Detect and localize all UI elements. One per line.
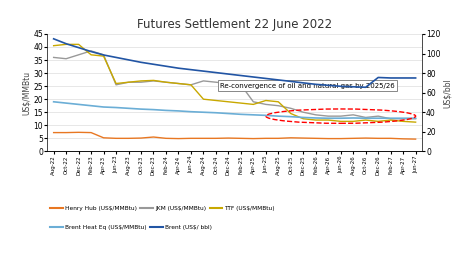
Legend: Brent Heat Eq (US$/MMBtu), Brent (US$/ bbl): Brent Heat Eq (US$/MMBtu), Brent (US$/ b… xyxy=(50,225,211,230)
Y-axis label: US$/bbl: US$/bbl xyxy=(443,78,452,108)
Title: Futures Settlement 22 June 2022: Futures Settlement 22 June 2022 xyxy=(137,18,332,31)
Y-axis label: US$/MMBtu: US$/MMBtu xyxy=(22,70,31,115)
Text: Re-convergence of oil and natural gas by 2025/26: Re-convergence of oil and natural gas by… xyxy=(220,83,395,88)
